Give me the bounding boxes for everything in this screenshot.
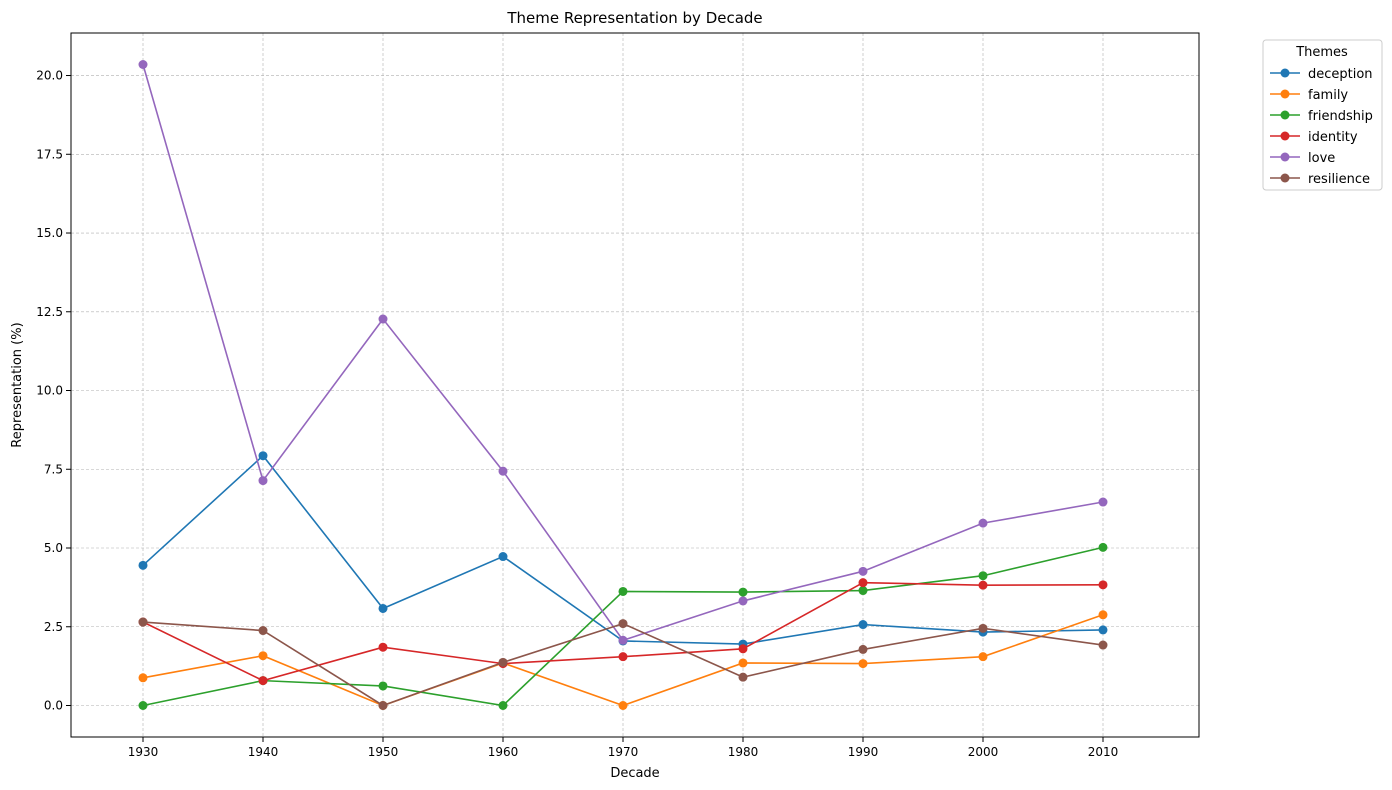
y-tick-label: 12.5: [36, 305, 63, 319]
data-point-friendship: [978, 571, 988, 581]
legend-swatch-marker: [1280, 68, 1290, 78]
data-point-friendship: [1098, 542, 1108, 552]
data-point-deception: [378, 603, 388, 613]
series-resilience: [138, 617, 1108, 711]
data-point-love: [978, 518, 988, 528]
legend-label: family: [1308, 88, 1348, 103]
x-axis-label: Decade: [610, 766, 659, 781]
data-point-love: [378, 314, 388, 324]
y-tick-label: 10.0: [36, 384, 63, 398]
data-point-love: [1098, 497, 1108, 507]
y-axis: 0.0 2.5 5.0 7.5 10.0 12.5 15.0 17.5 20.0: [36, 69, 71, 713]
x-tick-label: 1960: [488, 745, 519, 759]
legend-entry-friendship: friendship: [1270, 109, 1373, 124]
y-tick-label: 5.0: [44, 541, 63, 555]
data-point-identity: [858, 578, 868, 588]
data-point-family: [258, 651, 268, 661]
data-point-family: [858, 659, 868, 669]
legend-items: deception family friendship identity love res…: [1270, 67, 1373, 187]
data-point-resilience: [378, 701, 388, 711]
legend-label: love: [1308, 151, 1335, 166]
legend-frame: [1262, 39, 1383, 191]
data-point-resilience: [258, 626, 268, 636]
data-point-resilience: [618, 619, 628, 629]
data-point-family: [618, 701, 628, 711]
x-tick-label: 1980: [728, 745, 759, 759]
data-point-family: [1098, 610, 1108, 620]
legend-entry-resilience: resilience: [1270, 172, 1370, 187]
y-axis-label: Representation (%): [10, 322, 25, 447]
x-tick-label: 1970: [608, 745, 639, 759]
data-point-deception: [1098, 625, 1108, 635]
data-point-love: [498, 466, 508, 476]
data-point-identity: [1098, 580, 1108, 590]
plot-area-frame: [70, 32, 1200, 738]
data-point-friendship: [618, 586, 628, 596]
y-tick-label: 15.0: [36, 226, 63, 240]
chart-title: Theme Representation by Decade: [506, 9, 762, 27]
legend: Themes deception family friendship identity…: [1262, 39, 1383, 191]
x-tick-label: 1930: [128, 745, 159, 759]
x-tick-label: 2000: [968, 745, 999, 759]
y-tick-label: 20.0: [36, 69, 63, 83]
legend-entry-identity: identity: [1270, 130, 1358, 145]
series-layer: [138, 59, 1108, 711]
legend-swatch-marker: [1280, 110, 1290, 120]
y-tick-label: 17.5: [36, 147, 63, 161]
data-point-family: [138, 673, 148, 683]
data-point-deception: [258, 451, 268, 461]
legend-swatch-marker: [1280, 173, 1290, 183]
legend-entry-family: family: [1270, 88, 1348, 103]
legend-title: Themes: [1295, 45, 1348, 60]
data-point-identity: [738, 644, 748, 654]
legend-swatch-marker: [1280, 152, 1290, 162]
data-point-resilience: [138, 617, 148, 627]
x-tick-label: 1990: [848, 745, 879, 759]
legend-label: resilience: [1308, 172, 1370, 187]
data-point-resilience: [738, 672, 748, 682]
legend-label: deception: [1308, 67, 1373, 82]
data-point-love: [618, 635, 628, 645]
data-point-friendship: [498, 701, 508, 711]
legend-swatch-marker: [1280, 89, 1290, 99]
data-point-resilience: [858, 644, 868, 654]
data-point-identity: [258, 676, 268, 686]
x-axis: 1930 1940 1950 1960 1970 1980 1990 2000 2010: [128, 737, 1119, 759]
data-point-identity: [378, 642, 388, 652]
y-tick-label: 7.5: [44, 462, 63, 476]
y-tick-label: 0.0: [44, 699, 63, 713]
data-point-identity: [618, 652, 628, 662]
data-point-resilience: [498, 657, 508, 667]
data-point-friendship: [138, 701, 148, 711]
data-point-resilience: [978, 623, 988, 633]
legend-label: friendship: [1308, 109, 1373, 124]
data-point-love: [858, 566, 868, 576]
y-tick-label: 2.5: [44, 620, 63, 634]
data-point-friendship: [378, 681, 388, 691]
data-point-family: [978, 652, 988, 662]
x-tick-label: 2010: [1088, 745, 1119, 759]
data-point-family: [738, 658, 748, 668]
legend-swatch-marker: [1280, 131, 1290, 141]
data-point-friendship: [858, 586, 868, 596]
data-point-love: [258, 476, 268, 486]
data-point-friendship: [738, 587, 748, 597]
x-tick-label: 1950: [368, 745, 399, 759]
data-point-deception: [138, 560, 148, 570]
data-point-resilience: [1098, 640, 1108, 650]
series-love: [138, 59, 1108, 645]
legend-label: identity: [1308, 130, 1358, 145]
data-point-love: [138, 59, 148, 69]
x-tick-label: 1940: [248, 745, 279, 759]
data-point-identity: [978, 580, 988, 590]
data-point-deception: [498, 552, 508, 562]
legend-entry-love: love: [1270, 151, 1335, 166]
legend-entry-deception: deception: [1270, 67, 1373, 82]
data-point-deception: [858, 620, 868, 630]
data-point-love: [738, 596, 748, 606]
